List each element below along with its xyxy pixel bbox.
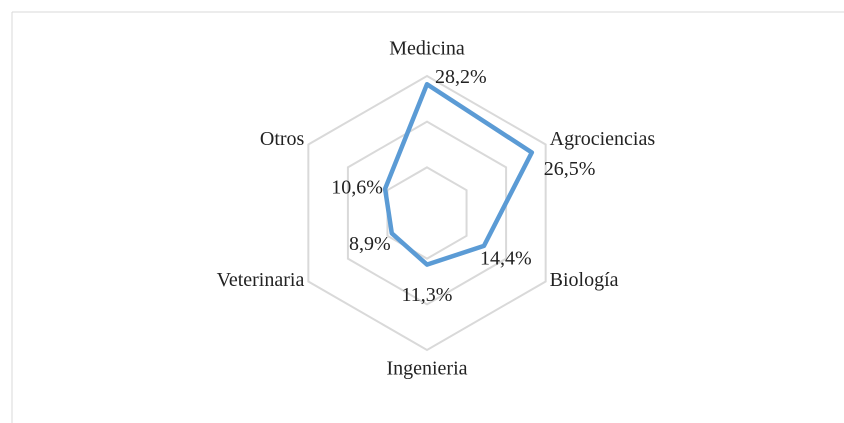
category-label: Medicina [389,38,465,60]
value-label: 14,4% [480,247,532,269]
value-label: 28,2% [435,66,487,88]
series-line [382,81,535,267]
grid-ring [386,166,468,260]
value-label: 11,3% [402,284,453,306]
value-label: 26,5% [544,158,596,180]
value-label: 8,9% [349,233,391,255]
value-label: 10,6% [331,176,383,198]
grid-ring [307,74,547,352]
grid-ring [346,120,508,306]
category-label: Biología [550,269,619,291]
category-label: Ingenieria [386,358,467,380]
category-label: Otros [260,128,305,150]
category-label: Veterinaria [217,269,305,291]
category-label: Agrociencias [550,128,656,150]
